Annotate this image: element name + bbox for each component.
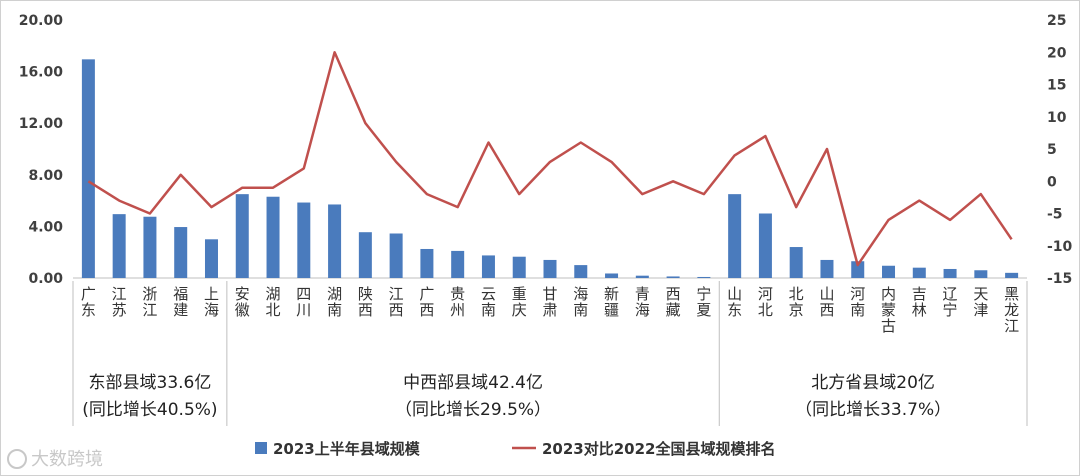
category-label: 海南 xyxy=(573,285,588,319)
category-label: 云南 xyxy=(481,285,496,319)
bar xyxy=(697,276,711,278)
bar xyxy=(297,202,311,278)
bar xyxy=(666,276,680,278)
category-label: 辽宁 xyxy=(943,285,958,319)
category-label: 浙江 xyxy=(142,285,157,319)
group-growth-label: （同比增长33.7%） xyxy=(795,400,951,420)
bar xyxy=(543,259,557,278)
rank-change-line xyxy=(87,51,1013,267)
bar xyxy=(635,275,649,278)
watermark-text: 大数跨境 xyxy=(31,449,103,470)
category-label: 甘肃 xyxy=(542,285,557,319)
bar xyxy=(174,227,188,278)
group-label: 东部县域33.6亿 xyxy=(89,373,212,393)
y-left-tick-label: 16.00 xyxy=(19,65,64,81)
category-label: 北京 xyxy=(789,285,804,319)
bar xyxy=(882,265,896,278)
bar xyxy=(235,194,249,278)
bar xyxy=(943,268,957,278)
y-right-tick-label: 25 xyxy=(1047,13,1066,29)
bar xyxy=(389,233,403,278)
category-label: 山东 xyxy=(727,285,742,319)
bar xyxy=(143,216,157,278)
y-right-tick-label: 5 xyxy=(1047,142,1057,158)
category-label: 江西 xyxy=(389,285,404,319)
bar xyxy=(789,247,803,278)
category-label: 黑龙江 xyxy=(1004,285,1019,335)
category-label: 内蒙古 xyxy=(881,285,896,335)
bar xyxy=(451,250,465,278)
y-right-tick-label: 0 xyxy=(1047,174,1057,190)
bar xyxy=(358,232,372,278)
bar xyxy=(112,214,126,278)
category-label: 上海 xyxy=(204,285,219,319)
category-label: 福建 xyxy=(173,285,188,319)
y-right-tick-label: 15 xyxy=(1047,78,1066,94)
y-left-tick-label: 0.00 xyxy=(28,271,63,287)
category-label: 湖南 xyxy=(327,285,342,319)
y-right-tick-label: -5 xyxy=(1047,207,1063,223)
bar xyxy=(758,213,772,278)
category-label: 重庆 xyxy=(512,285,527,319)
category-label: 河南 xyxy=(850,285,865,319)
y-right-tick-label: -10 xyxy=(1047,239,1073,255)
y-right-tick-label: 20 xyxy=(1047,45,1067,61)
category-label: 安徽 xyxy=(235,285,250,319)
y-left-tick-label: 4.00 xyxy=(28,219,63,235)
y-left-tick-label: 8.00 xyxy=(28,168,63,184)
category-label: 广西 xyxy=(419,285,434,319)
y-right-tick-label: -15 xyxy=(1047,271,1072,287)
y-left-tick-label: 12.00 xyxy=(19,116,64,132)
bar xyxy=(512,256,526,278)
bar xyxy=(820,259,834,278)
group-label: 北方省县域20亿 xyxy=(811,373,935,393)
group-label: 中西部县域42.4亿 xyxy=(403,373,543,393)
bar xyxy=(204,239,218,278)
bar xyxy=(974,270,988,278)
bar xyxy=(420,248,434,278)
category-label: 宁夏 xyxy=(696,285,711,319)
watermark-logo-icon xyxy=(7,449,27,469)
bar xyxy=(1005,272,1019,278)
category-label: 西藏 xyxy=(666,285,681,319)
group-growth-label: （同比增长29.5%） xyxy=(395,400,551,420)
legend-bar-label: 2023上半年县域规模 xyxy=(273,440,421,458)
legend-line-label: 2023对比2022全国县域规模排名 xyxy=(542,440,776,458)
bar xyxy=(851,261,865,278)
category-label: 吉林 xyxy=(912,285,927,319)
y-right-tick-label: 10 xyxy=(1047,110,1067,126)
category-label: 天津 xyxy=(973,285,988,319)
category-label: 河北 xyxy=(758,285,773,319)
bar xyxy=(481,255,495,278)
bar xyxy=(912,267,926,278)
category-label: 四川 xyxy=(296,285,311,319)
category-label: 新疆 xyxy=(604,285,619,319)
category-label: 广东 xyxy=(81,285,96,319)
y-left-tick-label: 20.00 xyxy=(19,13,64,29)
bar xyxy=(266,196,280,278)
bar xyxy=(81,59,95,278)
bar xyxy=(605,273,619,278)
group-growth-label: (同比增长40.5%) xyxy=(82,400,217,420)
bar xyxy=(574,265,588,278)
category-label: 江苏 xyxy=(112,285,127,319)
category-label: 贵州 xyxy=(450,285,465,319)
category-label: 陕西 xyxy=(358,285,373,319)
category-label: 湖北 xyxy=(266,285,281,319)
category-label: 青海 xyxy=(635,285,650,319)
legend-bar-swatch xyxy=(255,442,267,454)
bar xyxy=(728,194,742,278)
category-label: 山西 xyxy=(819,285,834,319)
bar xyxy=(328,204,342,278)
